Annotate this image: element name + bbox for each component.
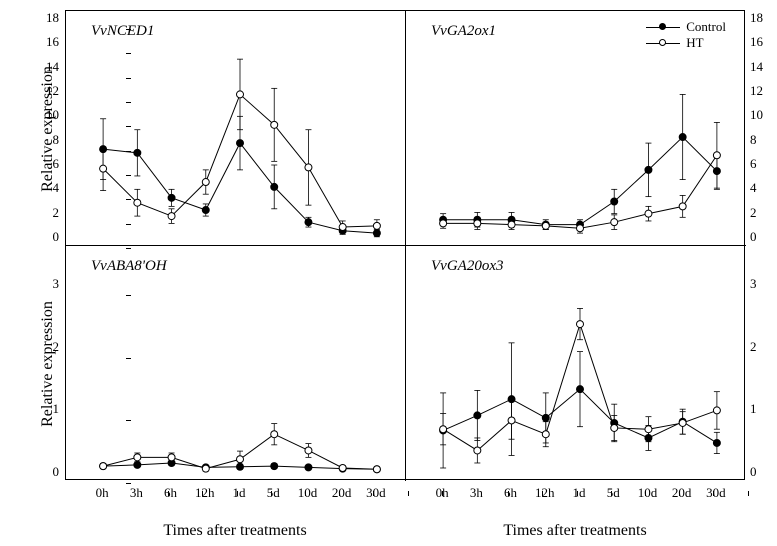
y-tick-label: 16: [29, 34, 59, 50]
x-tick-label: 5d: [598, 485, 628, 501]
chart-grid: VvNCED1 VvGA2ox1 Control HT VvABA8'OH Vv…: [65, 10, 745, 480]
plot-svg: [66, 11, 405, 245]
y-tick-label: 1: [750, 401, 777, 417]
y-tick-label: 2: [29, 339, 59, 355]
y-tick-label: 8: [750, 132, 777, 148]
x-tick-label: 3h: [461, 485, 491, 501]
x-axis-label-right: Times after treatments: [405, 522, 745, 540]
y-tick-label: 14: [750, 59, 777, 75]
y-tick-label: 4: [29, 180, 59, 196]
y-tick-label: 0: [29, 229, 59, 245]
x-tick-label: 1d: [564, 485, 594, 501]
y-tick-label: 1: [29, 401, 59, 417]
plot-svg: [406, 11, 746, 245]
y-tick-label: 16: [750, 34, 777, 50]
y-tick-label: 2: [29, 205, 59, 221]
x-tick-label: 10d: [632, 485, 662, 501]
y-tick-label: 14: [29, 59, 59, 75]
y-tick-label: 6: [750, 156, 777, 172]
x-tick-label: 5d: [258, 485, 288, 501]
plot-svg: [406, 246, 746, 481]
x-tick-label: 0h: [427, 485, 457, 501]
x-tick-label: 20d: [667, 485, 697, 501]
x-tick-label: 30d: [361, 485, 391, 501]
x-tick-label: 20d: [327, 485, 357, 501]
y-tick-label: 6: [29, 156, 59, 172]
panel-vvnced1: VvNCED1: [66, 11, 406, 246]
x-tick-label: 1d: [224, 485, 254, 501]
y-tick-label: 3: [750, 276, 777, 292]
y-tick-label: 8: [29, 132, 59, 148]
y-tick-label: 10: [29, 107, 59, 123]
x-tick-label: 6h: [496, 485, 526, 501]
y-tick-label: 10: [750, 107, 777, 123]
y-tick-label: 0: [29, 464, 59, 480]
x-tick-label: 12h: [190, 485, 220, 501]
panel-vvaba8oh: VvABA8'OH: [66, 246, 406, 481]
y-tick-label: 0: [750, 464, 777, 480]
x-tick-label: 10d: [292, 485, 322, 501]
y-tick-label: 12: [29, 83, 59, 99]
x-tick-label: 6h: [156, 485, 186, 501]
y-tick-label: 0: [750, 229, 777, 245]
x-axis-label-left: Times after treatments: [65, 522, 405, 540]
y-tick-label: 18: [750, 10, 777, 26]
y-tick-label: 2: [750, 339, 777, 355]
y-tick-label: 2: [750, 205, 777, 221]
panel-vvga20ox3: VvGA20ox3: [406, 246, 746, 481]
x-tick-label: 3h: [121, 485, 151, 501]
panel-vvga2ox1: VvGA2ox1 Control HT: [406, 11, 746, 246]
x-tick-label: 0h: [87, 485, 117, 501]
plot-svg: [66, 246, 405, 481]
y-tick-label: 12: [750, 83, 777, 99]
x-tick-label: 30d: [701, 485, 731, 501]
y-tick-label: 4: [750, 180, 777, 196]
x-tick-label: 12h: [530, 485, 560, 501]
y-tick-label: 18: [29, 10, 59, 26]
y-tick-label: 3: [29, 276, 59, 292]
